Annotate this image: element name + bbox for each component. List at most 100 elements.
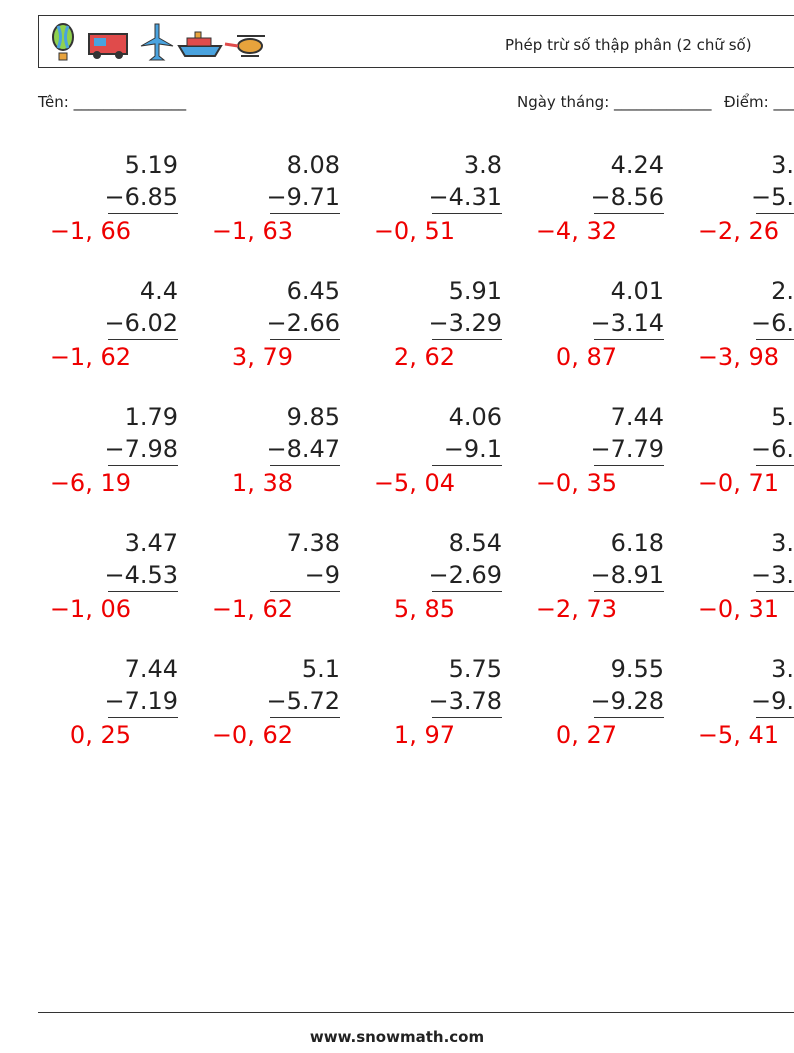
answer: −1, 06	[49, 595, 131, 623]
subtrahend: −9	[304, 561, 340, 589]
answer: −5, 41	[697, 721, 779, 749]
subtrahend: −9.	[750, 687, 794, 715]
minuend: 7.44	[124, 655, 178, 683]
minuend: 1.79	[124, 403, 178, 431]
answer-rule	[270, 213, 340, 214]
worksheet-title: Phép trừ số thập phân (2 chữ số)	[505, 36, 752, 54]
answer-rule	[270, 591, 340, 592]
subtrahend: −6.	[750, 435, 794, 463]
minuend: 3.	[771, 151, 794, 179]
answer: 0, 27	[555, 721, 617, 749]
minuend: 5.19	[124, 151, 178, 179]
answer-rule	[756, 591, 794, 592]
balloon-icon	[52, 23, 74, 61]
answer: −1, 62	[211, 595, 293, 623]
answer-rule	[432, 465, 502, 466]
name-field: Tên: _______________	[38, 93, 187, 111]
answer: 2, 62	[393, 343, 455, 371]
answer-rule	[270, 465, 340, 466]
subtrahend: −6.	[750, 309, 794, 337]
subtrahend: −4.53	[104, 561, 178, 589]
minuend: 5.	[771, 403, 794, 431]
answer-rule	[594, 339, 664, 340]
answer: −0, 71	[697, 469, 779, 497]
subtrahend: −7.79	[590, 435, 664, 463]
subtrahend: −6.02	[104, 309, 178, 337]
subtrahend: −3.14	[590, 309, 664, 337]
subtrahend: −6.85	[104, 183, 178, 211]
minuend: 5.75	[448, 655, 502, 683]
footer-site: www.snowmath.com	[309, 1028, 485, 1046]
answer-rule	[270, 717, 340, 718]
minuend: 6.18	[610, 529, 664, 557]
answer-rule	[594, 213, 664, 214]
subtrahend: −7.98	[104, 435, 178, 463]
minuend: 3.	[771, 655, 794, 683]
header-box: Phép trừ số thập phân (2 chữ số)	[38, 15, 794, 68]
minuend: 8.08	[286, 151, 340, 179]
ship-icon	[177, 31, 223, 57]
minuend: 5.1	[301, 655, 340, 683]
subtrahend: −3.78	[428, 687, 502, 715]
minuend: 3.8	[463, 151, 502, 179]
answer-rule	[594, 591, 664, 592]
answer: −6, 19	[49, 469, 131, 497]
minuend: 3.47	[124, 529, 178, 557]
minuend: 4.24	[610, 151, 664, 179]
subtrahend: −5.	[750, 183, 794, 211]
answer: 5, 85	[393, 595, 455, 623]
subtrahend: −9.28	[590, 687, 664, 715]
answer: −2, 26	[697, 217, 779, 245]
minuend: 5.91	[448, 277, 502, 305]
answer-rule	[756, 465, 794, 466]
subtrahend: −8.91	[590, 561, 664, 589]
answer-rule	[756, 717, 794, 718]
answer: 3, 79	[231, 343, 293, 371]
minuend: 7.44	[610, 403, 664, 431]
answer-rule	[432, 591, 502, 592]
answer: 0, 87	[555, 343, 617, 371]
subtrahend: −5.72	[266, 687, 340, 715]
minuend: 4.06	[448, 403, 502, 431]
answer-rule	[594, 717, 664, 718]
answer-rule	[594, 465, 664, 466]
answer-rule	[756, 339, 794, 340]
subtrahend: −2.69	[428, 561, 502, 589]
answer: 0, 25	[69, 721, 131, 749]
answer: −0, 35	[535, 469, 617, 497]
answer-rule	[108, 213, 178, 214]
minuend: 9.55	[610, 655, 664, 683]
answer: 1, 97	[393, 721, 455, 749]
answer-rule	[432, 717, 502, 718]
answer-rule	[108, 339, 178, 340]
subtrahend: −8.56	[590, 183, 664, 211]
minuend: 3.	[771, 529, 794, 557]
answer: −2, 73	[535, 595, 617, 623]
answer: −0, 31	[697, 595, 779, 623]
minuend: 9.85	[286, 403, 340, 431]
subtrahend: −7.19	[104, 687, 178, 715]
answer-rule	[108, 717, 178, 718]
answer: −0, 62	[211, 721, 293, 749]
answer: −3, 98	[697, 343, 779, 371]
minuend: 7.38	[286, 529, 340, 557]
minuend: 4.4	[139, 277, 178, 305]
answer-rule	[756, 213, 794, 214]
subtrahend: −4.31	[428, 183, 502, 211]
date-field: Ngày tháng: _____________	[517, 93, 712, 111]
subtrahend: −9.1	[443, 435, 502, 463]
subtrahend: −2.66	[266, 309, 340, 337]
answer: −5, 04	[373, 469, 455, 497]
footer-rule	[38, 1012, 794, 1013]
score-field: Điểm: ___	[724, 93, 794, 111]
plane-icon	[140, 23, 174, 61]
answer: −1, 63	[211, 217, 293, 245]
subtrahend: −8.47	[266, 435, 340, 463]
subtrahend: −3.29	[428, 309, 502, 337]
header-icons	[52, 23, 265, 61]
answer: 1, 38	[231, 469, 293, 497]
answer: −1, 62	[49, 343, 131, 371]
answer-rule	[108, 591, 178, 592]
subtrahend: −9.71	[266, 183, 340, 211]
